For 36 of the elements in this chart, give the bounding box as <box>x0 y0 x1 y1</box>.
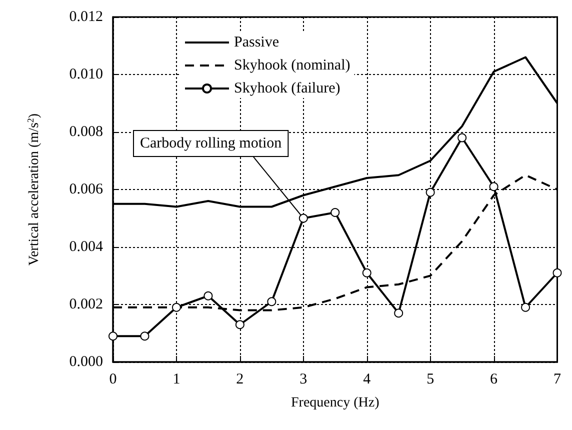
y-tick-label: 0.004 <box>69 239 104 255</box>
x-tick-label: 3 <box>300 372 308 388</box>
y-tick-label: 0.000 <box>69 354 103 370</box>
point <box>362 268 372 278</box>
point <box>267 297 276 306</box>
legend-label: Skyhook (failure) <box>234 80 340 96</box>
y-tick-label: 0.008 <box>69 124 103 140</box>
point <box>552 268 562 278</box>
point <box>204 291 213 300</box>
legend-label: Passive <box>234 34 280 50</box>
x-tick-label: 6 <box>490 372 498 388</box>
x-tick-label: 1 <box>172 372 180 388</box>
legend-label: Skyhook (nominal) <box>234 58 350 74</box>
x-tick-label: 5 <box>426 372 434 388</box>
x-tick-label: 4 <box>363 372 372 388</box>
point <box>172 302 181 312</box>
y-tick-label: 0.010 <box>69 66 103 82</box>
point <box>394 308 404 318</box>
point <box>521 302 530 312</box>
x-tick-label: 0 <box>109 372 117 388</box>
x-axis-title: Frequency (Hz) <box>291 396 380 410</box>
y-tick-label: 0.002 <box>69 296 103 312</box>
point <box>489 182 498 192</box>
point <box>426 188 435 197</box>
x-tick-label: 7 <box>554 372 562 388</box>
y-tick-label: 0.012 <box>69 9 103 25</box>
point <box>140 332 150 341</box>
point <box>458 133 467 142</box>
point <box>298 214 308 223</box>
annotation: Carbody rolling motion <box>140 136 282 152</box>
point <box>108 332 118 341</box>
point <box>235 320 244 330</box>
y-tick-label: 0.006 <box>69 182 104 198</box>
point <box>330 208 340 217</box>
y-axis-title: Vertical acceleration (m/s2) <box>26 113 42 266</box>
x-tick-label: 2 <box>236 372 244 388</box>
